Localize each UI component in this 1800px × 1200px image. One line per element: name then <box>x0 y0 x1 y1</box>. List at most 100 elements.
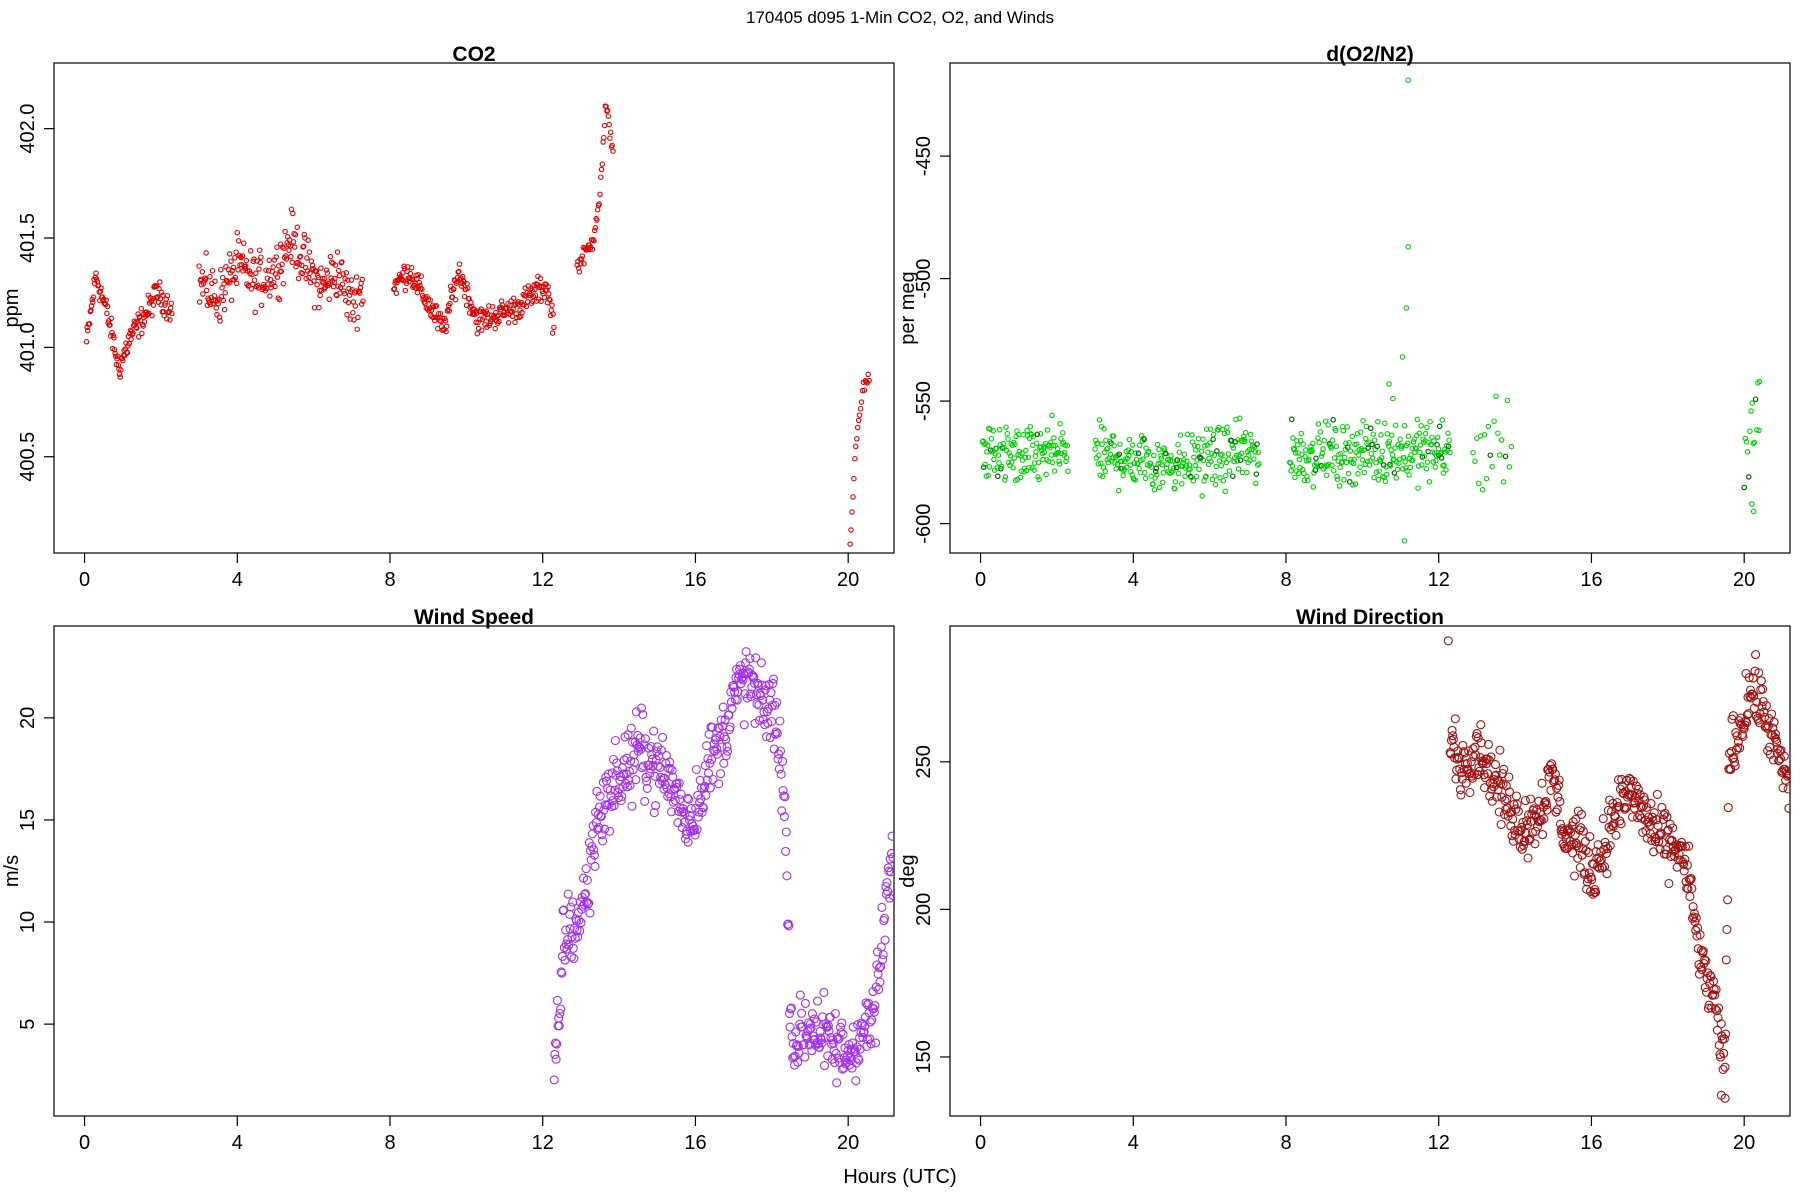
wspd-data-point <box>581 864 591 874</box>
o2-data-point <box>1057 420 1063 427</box>
co2-data-point <box>283 256 290 262</box>
wspd-data-point <box>601 772 611 782</box>
co2-data-point <box>610 148 616 154</box>
wdir-data-point <box>1523 853 1533 863</box>
co2-data-point <box>248 286 255 292</box>
o2-data-point <box>1208 458 1214 465</box>
o2-data-point <box>1405 440 1411 447</box>
wspd-data-point <box>619 769 629 779</box>
co2-data-point <box>297 254 303 260</box>
co2-data-point <box>431 314 437 321</box>
wspd-data-point <box>686 804 696 814</box>
wdir-data-point <box>1698 946 1708 956</box>
o2-data-point <box>1483 475 1490 482</box>
o2-data-point <box>1247 431 1254 438</box>
o2-data-point <box>1301 477 1308 484</box>
wspd-data-point <box>621 769 631 779</box>
wspd-data-point <box>773 754 783 764</box>
wdir-data-point <box>1504 787 1515 797</box>
co2-data-point <box>316 304 322 311</box>
wspd-data-point <box>776 769 786 779</box>
co2-data-point <box>402 287 409 294</box>
wspd-data-point <box>666 807 677 817</box>
o2-data-point <box>1051 435 1057 441</box>
wspd-data-point <box>875 977 885 987</box>
o2-data-point <box>1317 429 1324 435</box>
co2-data-point <box>350 309 356 316</box>
o2-data-point <box>1032 453 1039 459</box>
co2-data-point <box>203 287 210 294</box>
wdir-data-point <box>1585 832 1595 842</box>
o2-data-point <box>1230 445 1237 451</box>
co2-data-point <box>353 274 360 280</box>
o2-data-point <box>1153 465 1160 472</box>
wdir-data-point <box>1687 883 1697 894</box>
co2-ytick-label: 400.5 <box>17 432 39 482</box>
co2-data-point <box>594 207 601 213</box>
co2-data-point <box>283 253 289 259</box>
wdir-data-point <box>1499 764 1509 774</box>
wspd-data-point <box>879 913 890 923</box>
wspd-data-point <box>793 1041 803 1052</box>
co2-data-point <box>251 277 258 283</box>
wdir-data-point <box>1711 984 1721 995</box>
o2-data-point <box>1001 444 1007 451</box>
wdir-data-point <box>1679 859 1689 869</box>
co2-data-point <box>124 350 131 356</box>
o2-data-point <box>1320 446 1326 452</box>
o2-data-point <box>1255 449 1262 456</box>
o2-data-point <box>1290 435 1296 441</box>
o2-data-point <box>1357 429 1364 435</box>
co2-data-point <box>854 424 861 431</box>
o2-data-point <box>1498 437 1505 443</box>
o2-data-point <box>1393 475 1400 481</box>
o2-data-point <box>1325 461 1332 468</box>
co2-plot-frame <box>53 62 895 554</box>
co2-data-point <box>212 278 218 285</box>
co2-data-point <box>292 231 299 238</box>
o2-data-point <box>980 464 987 470</box>
o2-panel: d(O2/N2) 0 4 8 12 16 20 -600 -550 -500 -450 per meg <box>897 43 1791 591</box>
o2-data-point <box>1198 448 1205 454</box>
o2-data-point <box>1187 466 1193 472</box>
co2-data-point <box>134 319 141 325</box>
co2-data-point <box>274 274 281 280</box>
wdir-data-point <box>1732 731 1742 741</box>
o2-data-point <box>1325 422 1331 428</box>
o2-data-point <box>1151 487 1158 493</box>
o2-data-point <box>1179 480 1185 487</box>
wdir-ytick-label: 150 <box>913 1040 935 1073</box>
wspd-data-point <box>552 1039 562 1049</box>
wspd-data-point <box>585 908 595 918</box>
wspd-data-point <box>886 867 894 877</box>
o2-data-point <box>1368 450 1375 457</box>
wspd-data-point <box>668 797 678 807</box>
wdir-data-point <box>1723 895 1733 905</box>
wspd-data-point <box>680 808 690 818</box>
o2-data-point <box>1217 475 1223 481</box>
co2-data-point <box>550 311 556 317</box>
wdir-data-point <box>1494 807 1504 817</box>
o2-data-point <box>1224 424 1230 430</box>
o2-data-point <box>1235 466 1242 472</box>
o2-data-point <box>1195 443 1201 450</box>
wspd-data-point <box>568 897 578 907</box>
wspd-data-point <box>645 764 656 774</box>
o2-data-point <box>1099 473 1106 480</box>
wdir-data-point <box>1783 784 1790 794</box>
co2-data-point <box>318 265 324 271</box>
o2-data-point <box>1508 443 1515 450</box>
o2-ylabel: per meg <box>897 271 919 344</box>
o2-data-point <box>1332 427 1339 434</box>
co2-data-point <box>391 286 398 292</box>
o2-data-point <box>1411 436 1417 442</box>
wdir-data-point <box>1627 812 1638 822</box>
o2-data-point <box>1375 419 1381 425</box>
co2-data-point <box>342 276 348 282</box>
co2-data-point <box>167 317 173 323</box>
o2-data-point <box>1246 452 1252 458</box>
o2-data-point <box>1019 450 1025 457</box>
o2-data-point <box>1199 493 1205 499</box>
co2-data-point <box>228 297 235 304</box>
o2-data-point <box>1233 452 1240 459</box>
